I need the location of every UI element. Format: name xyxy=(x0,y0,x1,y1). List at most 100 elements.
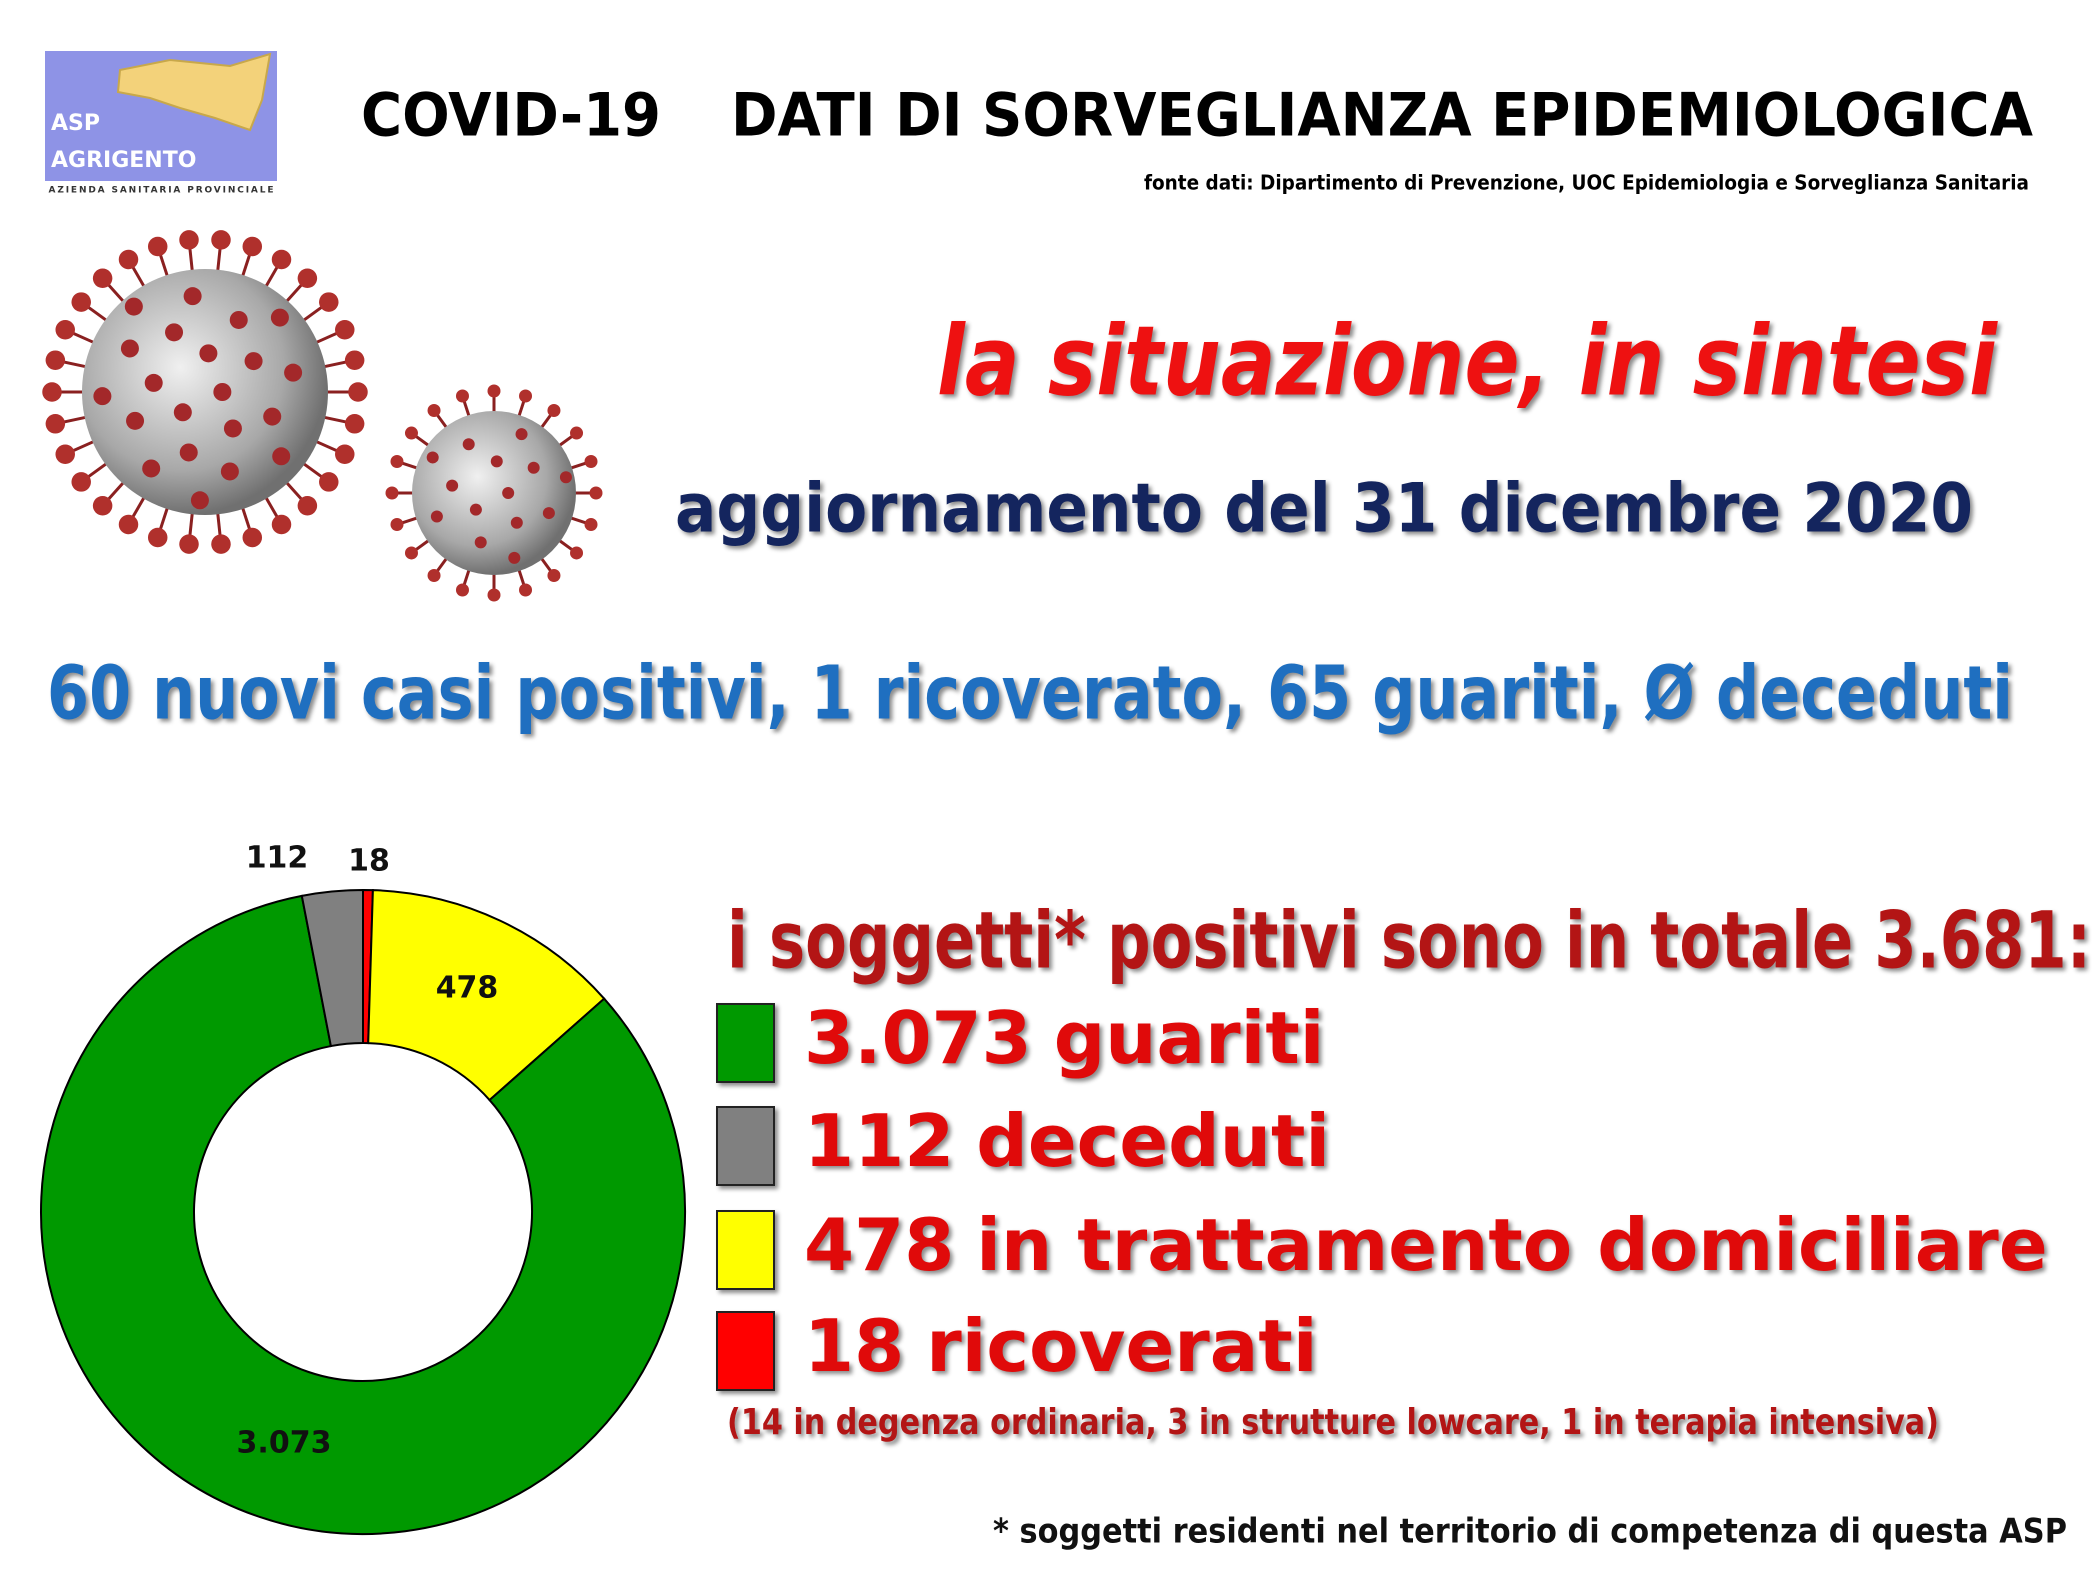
virus-spike-head xyxy=(271,249,292,270)
virus-protein xyxy=(559,471,572,484)
logo-text: ASP xyxy=(51,111,100,136)
virus-body xyxy=(82,269,328,515)
virus-protein xyxy=(179,443,198,462)
virus-spike-head xyxy=(118,249,139,270)
virus-protein xyxy=(527,461,540,474)
virus-protein xyxy=(190,491,209,510)
virus-spike-head xyxy=(71,292,91,312)
virus-protein xyxy=(446,479,459,492)
legend-swatch xyxy=(716,1210,775,1290)
virus-protein xyxy=(284,363,303,382)
legend-value: 18 xyxy=(804,1304,904,1388)
virus-spike-head xyxy=(344,414,365,434)
virus-spike-head xyxy=(179,230,199,250)
virus-spike-head xyxy=(45,414,66,434)
title: COVID-19 xyxy=(361,81,661,151)
virus-spike-head xyxy=(118,514,139,535)
legend-value: 478 xyxy=(804,1203,954,1287)
virus-spike-head xyxy=(519,389,533,403)
legend-entry: 112 deceduti xyxy=(804,1099,1330,1183)
legend-entry: 3.073 guariti xyxy=(804,996,1324,1080)
legend-value: 112 xyxy=(804,1099,954,1183)
virus-spike-head xyxy=(335,444,355,464)
virus-spike-head xyxy=(455,389,469,403)
logo-map xyxy=(116,52,272,132)
virus-spike-head xyxy=(71,472,91,492)
legend-swatch xyxy=(716,1003,775,1083)
virus-protein xyxy=(508,551,521,564)
virus-protein xyxy=(430,510,443,523)
virus-spike-head xyxy=(344,350,365,370)
source: fonte dati: Dipartimento di Prevenzione,… xyxy=(1144,171,2029,195)
virus-body xyxy=(412,411,576,575)
virus-spike-head xyxy=(319,292,339,312)
virus-protein xyxy=(502,487,515,499)
virus-spike-head xyxy=(271,514,292,535)
virus-protein xyxy=(515,428,528,441)
virus-spike-head xyxy=(42,382,62,402)
update-date: aggiornamento del 31 dicembre 2020 xyxy=(675,470,1973,549)
virus-protein xyxy=(220,462,239,481)
legend-swatch xyxy=(716,1311,775,1391)
virus-spike-head xyxy=(92,495,113,516)
virus-protein xyxy=(474,536,487,549)
virus-spike-head xyxy=(570,546,584,560)
virus-protein xyxy=(144,373,163,392)
legend-entry: 478 in trattamento domiciliare xyxy=(804,1203,2048,1287)
virus-spike-head xyxy=(584,454,598,468)
virus-spike-head xyxy=(348,382,368,402)
donut-slice xyxy=(367,889,606,1102)
virus-protein xyxy=(510,516,523,529)
virus-protein xyxy=(462,438,475,451)
headline: la situazione, in sintesi xyxy=(937,305,1998,417)
virus-spike-head xyxy=(589,486,603,500)
virus-spike-head xyxy=(427,569,441,583)
virus-spike-head xyxy=(211,534,231,554)
virus-spike-head xyxy=(570,426,584,440)
virus-spike-head xyxy=(519,583,533,597)
virus-spike-head xyxy=(427,403,441,417)
virus-spike-head xyxy=(211,230,231,250)
virus-protein xyxy=(542,507,555,520)
virus-spike-head xyxy=(487,384,501,398)
virus-spike-head xyxy=(385,486,399,500)
legend-value: 3.073 xyxy=(804,996,1032,1080)
virus-protein xyxy=(126,411,145,430)
note: (14 in degenza ordinaria, 3 in strutture… xyxy=(727,1402,1939,1443)
legend-entry: 18 ricoverati xyxy=(804,1304,1318,1388)
virus-protein xyxy=(183,287,202,306)
virus-protein xyxy=(120,339,139,358)
virus-protein xyxy=(270,308,289,327)
virus-protein xyxy=(173,403,192,422)
virus-protein xyxy=(223,419,242,438)
virus-spike-head xyxy=(45,350,66,370)
virus-spike-head xyxy=(179,534,199,554)
donut-chart: 18 478 3.073 112 xyxy=(40,841,686,1535)
legend-swatch xyxy=(716,1106,775,1186)
virus-protein xyxy=(490,455,503,468)
virus-protein xyxy=(244,352,263,371)
legend-label: ricoverati xyxy=(926,1304,1317,1388)
title: DATI DI SORVEGLIANZA EPIDEMIOLOGICA xyxy=(731,81,2034,151)
virus-protein xyxy=(229,310,248,329)
data-label: 478 xyxy=(436,971,499,1006)
virus-spike-head xyxy=(584,518,598,532)
virus-spike-head xyxy=(487,588,501,602)
virus-protein xyxy=(426,451,439,464)
legend-label: guariti xyxy=(1054,996,1325,1080)
legend-label: deceduti xyxy=(976,1099,1330,1183)
virus-spike-head xyxy=(319,472,339,492)
virus-spike-head xyxy=(147,527,168,548)
donut-slice xyxy=(40,894,686,1535)
virus-protein xyxy=(199,344,218,363)
virus-spike-head xyxy=(547,569,561,583)
virus-spike-head xyxy=(297,495,318,516)
logo: ASP AGRIGENTO AZIENDA SANITARIA PROVINCI… xyxy=(45,51,277,196)
virus-protein xyxy=(469,503,482,516)
legend: 18 ricoverati 478 in trattamento domiciliar… xyxy=(716,996,2048,1391)
virus-spike-head xyxy=(390,518,404,532)
virus-spike-head xyxy=(404,426,418,440)
logo-text: AGRIGENTO xyxy=(51,148,196,173)
data-label: 112 xyxy=(246,841,309,876)
